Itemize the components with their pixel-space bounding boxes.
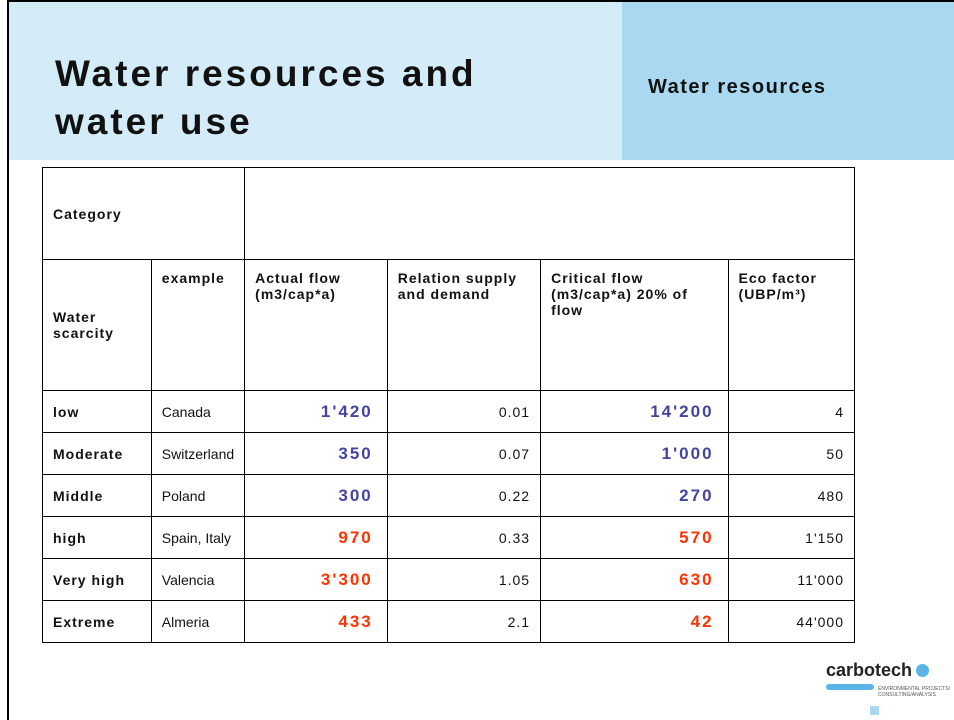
table-body: Category Water scarcity example Actual flo…	[41, 167, 856, 643]
data-cell: 0.22	[386, 474, 542, 517]
title-line: water use	[55, 101, 253, 142]
data-cell: Poland	[150, 474, 246, 517]
data-cell: 0.33	[386, 516, 542, 559]
logo-dot	[916, 664, 929, 677]
logo-tagline: ENVIRONMENTAL PROJECTS/ CONSULTING/ANALY…	[878, 686, 950, 698]
data-cell: Moderate	[42, 432, 152, 475]
data-cell: 270	[540, 474, 729, 517]
header-cell	[244, 167, 855, 260]
data-row: high Spain, Italy 970 0.33 570 1'150	[42, 516, 856, 559]
data-row: Extreme Almeria 433 2.1 42 44'000	[42, 600, 856, 643]
data-cell: 50	[727, 432, 856, 475]
data-cell: 3'300	[244, 558, 388, 601]
data-cell: 1'000	[540, 432, 729, 475]
data-cell: 433	[244, 600, 388, 643]
data-cell: low	[42, 390, 152, 433]
header-row: Category	[41, 167, 855, 260]
section-band	[622, 2, 954, 160]
data-cell: 14'200	[540, 390, 729, 433]
data-cell: 570	[540, 516, 729, 559]
column-header: Relation supply and demand	[386, 259, 542, 391]
frame	[7, 0, 954, 720]
logo-name: carbotech	[826, 660, 913, 680]
data-cell: 0.01	[386, 390, 542, 433]
data-cell: 350	[244, 432, 388, 475]
data-cell: 1'420	[244, 390, 388, 433]
data-cell: 4	[727, 390, 856, 433]
data-cell: 970	[244, 516, 388, 559]
data-cell: 2.1	[386, 600, 542, 643]
data-cell: Valencia	[150, 558, 246, 601]
data-cell: Middle	[42, 474, 152, 517]
header-cell: Category	[41, 167, 246, 260]
data-cell: 44'000	[727, 600, 856, 643]
data-cell: Almeria	[150, 600, 246, 643]
data-cell: 42	[540, 600, 729, 643]
logo: carbotech ENVIRONMENTAL PROJECTS/ CONSUL…	[826, 660, 950, 715]
data-cell: 1'150	[727, 516, 856, 559]
title-band	[9, 2, 622, 160]
data-cell: Canada	[150, 390, 246, 433]
data-cell: Switzerland	[150, 432, 246, 475]
column-header: Eco factor (UBP/m³)	[727, 259, 856, 391]
data-cell: high	[42, 516, 152, 559]
data-cell: 0.07	[386, 432, 542, 475]
logo-square	[870, 706, 879, 715]
data-cell: 480	[727, 474, 856, 517]
header-row: Water scarcity example Actual flow (m3/cap…	[42, 259, 856, 391]
data-cell: 630	[540, 558, 729, 601]
data-row: Moderate Switzerland 350 0.07 1'000 50	[42, 432, 856, 475]
data-row: low Canada 1'420 0.01 14'200 4	[42, 390, 856, 433]
data-cell: Extreme	[42, 600, 152, 643]
logo-swoosh	[826, 684, 874, 690]
table: Category Water scarcity example Actual flo…	[41, 167, 856, 643]
data-row: Very high Valencia 3'300 1.05 630 11'000	[42, 558, 856, 601]
title-line: Water resources and	[55, 53, 477, 94]
data-cell: Spain, Italy	[150, 516, 246, 559]
data-cell: 11'000	[727, 558, 856, 601]
data-cell: 1.05	[386, 558, 542, 601]
title: Water resources and water use	[55, 50, 477, 146]
column-header: Critical flow (m3/cap*a) 20% of flow	[540, 259, 729, 391]
column-header: Water scarcity	[42, 259, 152, 391]
data-row: Middle Poland 300 0.22 270 480	[42, 474, 856, 517]
data-cell: 300	[244, 474, 388, 517]
data-cell: Very high	[42, 558, 152, 601]
column-header: example	[150, 259, 246, 391]
column-header: Actual flow (m3/cap*a)	[244, 259, 388, 391]
section-title: Water resources	[648, 76, 827, 98]
